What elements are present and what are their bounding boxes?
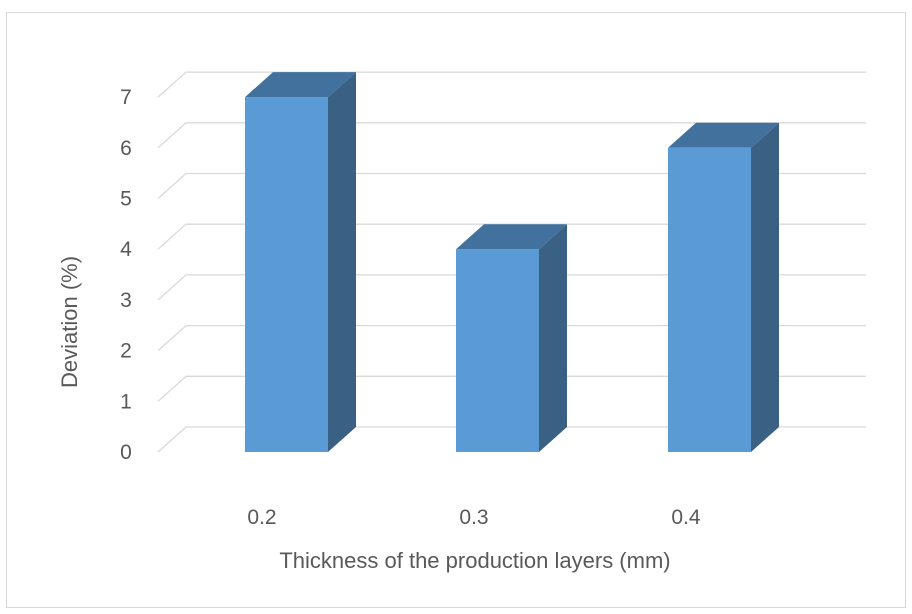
bar: [456, 224, 567, 452]
gridline: [157, 71, 866, 98]
x-tick-label: 0.2: [247, 506, 276, 529]
y-tick-label: 5: [120, 188, 132, 211]
gridline: [157, 122, 866, 149]
gridline: [157, 274, 866, 301]
y-tick-label: 6: [120, 137, 132, 160]
gridline: [157, 172, 866, 199]
bars: [245, 72, 779, 453]
gridlines: [157, 71, 866, 453]
bar-front: [456, 249, 539, 452]
bar-front: [245, 97, 328, 452]
bar-side: [751, 122, 779, 453]
gridline: [157, 426, 866, 453]
bar-top: [456, 224, 567, 250]
bar-side: [539, 224, 567, 452]
x-tick-label: 0.3: [459, 506, 488, 529]
y-axis-title: Deviation (%): [57, 256, 82, 388]
gridline: [157, 375, 866, 402]
y-axis-ticks: 0 1 2 3 4 5 6 7: [120, 86, 132, 464]
bar-front: [668, 147, 751, 453]
bar-side: [328, 72, 356, 452]
y-tick-label: 0: [120, 441, 132, 464]
y-tick-label: 3: [120, 289, 132, 312]
y-tick-label: 4: [120, 238, 132, 261]
y-tick-label: 1: [120, 390, 132, 413]
bar-top: [668, 122, 779, 148]
y-tick-label: 7: [120, 86, 132, 109]
y-tick-label: 2: [120, 340, 132, 363]
bar: [668, 122, 779, 453]
bar: [245, 72, 356, 452]
gridline: [157, 223, 866, 250]
x-axis-title: Thickness of the production layers (mm): [279, 548, 670, 573]
gridline: [157, 324, 866, 352]
x-axis-ticks: 0.2 0.3 0.4: [247, 506, 701, 529]
bar-top: [245, 72, 356, 98]
x-tick-label: 0.4: [671, 506, 701, 529]
